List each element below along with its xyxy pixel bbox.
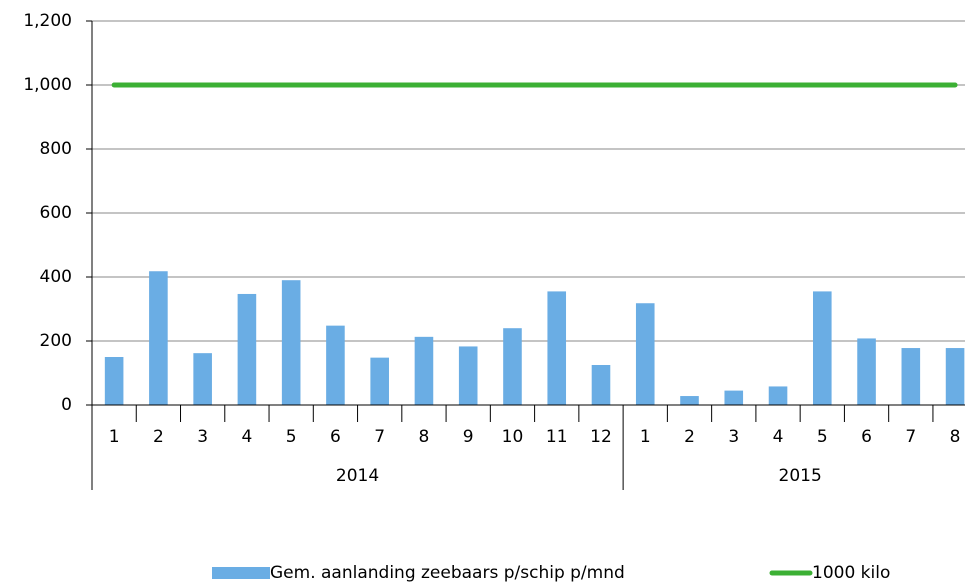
x-tick-label: 3 [197, 427, 208, 447]
x-tick-label: 4 [241, 427, 252, 447]
x-tick-label: 1 [109, 427, 120, 447]
y-tick-label: 1,000 [23, 75, 72, 95]
group-label: 2015 [779, 466, 822, 486]
x-tick-label: 6 [330, 427, 341, 447]
bar [414, 336, 434, 405]
x-tick-label: 10 [502, 427, 524, 447]
y-tick-label: 800 [40, 139, 72, 159]
legend-swatch [212, 567, 270, 579]
x-tick-label: 11 [546, 427, 568, 447]
x-tick-label: 8 [950, 427, 961, 447]
x-tick-label: 3 [728, 427, 739, 447]
bar [812, 291, 832, 405]
x-tick-label: 5 [817, 427, 828, 447]
bar [193, 353, 212, 405]
bar [635, 303, 655, 405]
x-tick-label: 7 [905, 427, 916, 447]
x-tick-label: 2 [684, 427, 695, 447]
bar [370, 357, 389, 405]
y-tick-label: 600 [40, 203, 72, 223]
bar [591, 365, 611, 405]
x-tick-label: 9 [463, 427, 474, 447]
bar [458, 346, 478, 405]
bar [724, 390, 744, 405]
y-tick-label: 400 [40, 267, 72, 287]
bar [768, 386, 788, 405]
y-tick-label: 0 [61, 395, 72, 415]
bar [547, 291, 567, 405]
bar [857, 338, 876, 405]
legend-label: Gem. aanlanding zeebaars p/schip p/mnd [270, 563, 625, 583]
x-tick-label: 5 [286, 427, 297, 447]
bar [326, 325, 345, 405]
bar [149, 271, 168, 405]
x-tick-label: 7 [374, 427, 385, 447]
y-tick-label: 1,200 [23, 11, 72, 31]
x-tick-label: 12 [590, 427, 612, 447]
x-tick-label: 6 [861, 427, 872, 447]
x-tick-label: 1 [640, 427, 651, 447]
bar [281, 280, 301, 405]
bar [901, 348, 921, 405]
bar [945, 348, 965, 405]
x-tick-label: 4 [773, 427, 784, 447]
group-label: 2014 [336, 466, 379, 486]
legend-label: 1000 kilo [812, 563, 890, 583]
bar [104, 357, 124, 405]
x-tick-label: 8 [419, 427, 430, 447]
bar [680, 396, 699, 405]
y-tick-label: 200 [40, 331, 72, 351]
bar [503, 328, 522, 405]
bar [237, 293, 257, 405]
x-tick-label: 2 [153, 427, 164, 447]
